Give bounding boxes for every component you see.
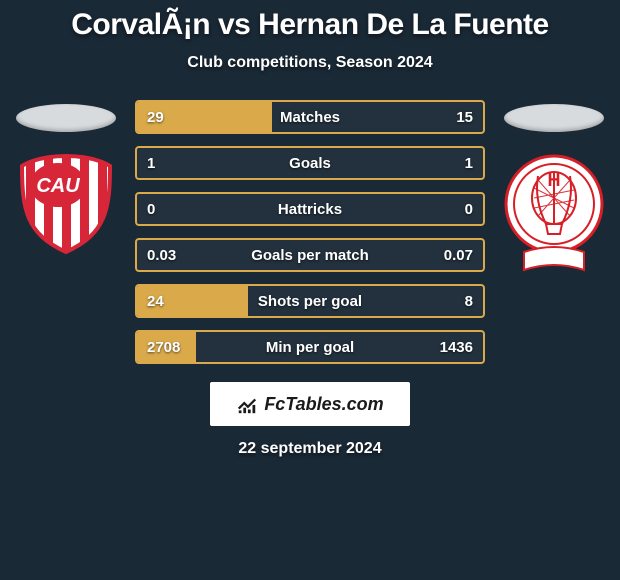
left-club-column: CAU xyxy=(11,100,121,254)
stat-row: 29Matches15 xyxy=(135,100,485,134)
stat-label: Matches xyxy=(137,109,483,126)
footer-date: 22 september 2024 xyxy=(0,440,620,458)
stat-row: 2708Min per goal1436 xyxy=(135,330,485,364)
club-badge-huracan: H xyxy=(504,154,604,288)
ellipse-shadow-left xyxy=(16,104,116,132)
brand-text: FcTables.com xyxy=(264,394,383,415)
page-title: CorvalÃ¡n vs Hernan De La Fuente xyxy=(0,8,620,42)
union-crest-icon: CAU xyxy=(16,154,116,254)
huracan-crest-icon: H xyxy=(504,154,604,288)
svg-text:H: H xyxy=(548,170,561,190)
stat-row: 0.03Goals per match0.07 xyxy=(135,238,485,272)
svg-text:CAU: CAU xyxy=(36,175,80,197)
main-row: CAU 29Matches15 1Goals1 0Hattricks0 0.03Goa… xyxy=(0,100,620,364)
stat-value-right: 15 xyxy=(456,109,473,126)
stat-row: 1Goals1 xyxy=(135,146,485,180)
chart-icon xyxy=(236,393,258,415)
stat-label: Goals per match xyxy=(137,247,483,264)
stat-label: Shots per goal xyxy=(137,293,483,310)
right-club-column: H xyxy=(499,100,609,288)
comparison-card: CorvalÃ¡n vs Hernan De La Fuente Club co… xyxy=(0,0,620,458)
subtitle: Club competitions, Season 2024 xyxy=(0,54,620,72)
stats-column: 29Matches15 1Goals1 0Hattricks0 0.03Goals p… xyxy=(135,100,485,364)
stat-value-right: 1 xyxy=(465,155,473,172)
stat-value-right: 1436 xyxy=(440,339,473,356)
stat-value-right: 0.07 xyxy=(444,247,473,264)
stat-row: 0Hattricks0 xyxy=(135,192,485,226)
club-badge-union: CAU xyxy=(16,154,116,254)
stat-label: Hattricks xyxy=(137,201,483,218)
stat-label: Goals xyxy=(137,155,483,172)
stat-value-right: 8 xyxy=(465,293,473,310)
stat-label: Min per goal xyxy=(137,339,483,356)
ellipse-shadow-right xyxy=(504,104,604,132)
stat-value-right: 0 xyxy=(465,201,473,218)
brand-badge: FcTables.com xyxy=(210,382,410,426)
stat-row: 24Shots per goal8 xyxy=(135,284,485,318)
